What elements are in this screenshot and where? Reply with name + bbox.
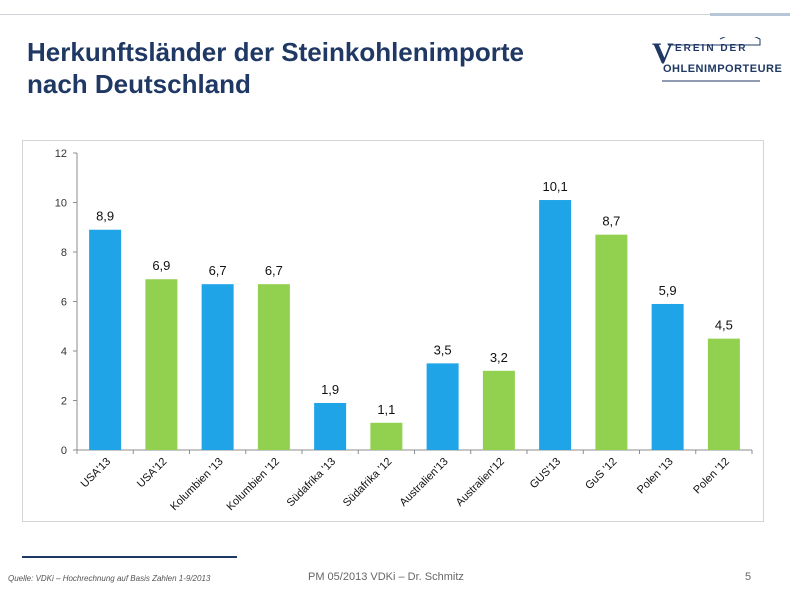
bar-5 [314, 402, 347, 450]
top-rule [0, 13, 790, 16]
bar-8 [482, 370, 515, 450]
title-line-2: nach Deutschland [27, 69, 251, 99]
data-label: 3,2 [490, 350, 508, 365]
bar-12 [707, 338, 740, 450]
footer-text: PM 05/2013 VDKi – Dr. Schmitz [308, 571, 464, 583]
category-label: GUS'13 [528, 456, 563, 491]
source-note: Quelle: VDKi – Hochrechnung auf Basis Za… [8, 574, 211, 583]
bar-11 [651, 303, 684, 450]
category-label: USA'13 [79, 456, 114, 491]
y-tick-label: 10 [55, 198, 67, 210]
data-label: 6,9 [152, 258, 170, 273]
category-label: Australien'13 [398, 456, 451, 509]
slide-title: Herkunftsländer der Steinkohlenimporte n… [27, 36, 627, 100]
category-label: USA'12 [135, 456, 170, 491]
category-label: Südafrika '13 [285, 456, 339, 510]
y-tick-label: 0 [61, 445, 67, 457]
y-tick-label: 4 [61, 346, 67, 358]
category-label: Polen '13 [635, 456, 676, 497]
logo-text-top: EREIN DER [675, 43, 748, 54]
bar-6 [370, 422, 403, 450]
title-line-1: Herkunftsländer der Steinkohlenimporte [27, 37, 524, 67]
data-label: 8,9 [96, 209, 114, 224]
source-rule [22, 556, 237, 558]
bar-1 [89, 229, 122, 450]
bar-10 [595, 234, 628, 450]
category-label: Kolumbien '13 [168, 456, 226, 514]
data-label: 5,9 [659, 283, 677, 298]
y-tick-label: 6 [61, 297, 67, 309]
bar-2 [145, 279, 178, 450]
logo-letter: V [652, 37, 674, 70]
y-tick-label: 8 [61, 247, 67, 259]
y-tick-label: 12 [55, 148, 67, 160]
data-label: 3,5 [434, 342, 452, 357]
category-label: GuS '12 [583, 456, 619, 492]
category-label: Polen '12 [691, 456, 732, 497]
data-label: 6,7 [209, 263, 227, 278]
category-label: Australien'12 [454, 456, 507, 509]
bar-4 [257, 284, 290, 450]
chart-frame [22, 140, 764, 522]
data-label: 8,7 [602, 214, 620, 229]
data-label: 1,9 [321, 382, 339, 397]
logo-text-bottom: OHLENIMPORTEURE [663, 63, 783, 75]
data-label: 6,7 [265, 263, 283, 278]
bar-3 [201, 284, 234, 450]
y-tick-label: 2 [61, 396, 67, 408]
page-number: 5 [745, 571, 752, 583]
data-label: 1,1 [377, 402, 395, 417]
vdki-logo: V EREIN DER OHLENIMPORTEURE [650, 37, 782, 82]
data-label: 10,1 [542, 179, 567, 194]
category-label: Südafrika '12 [341, 456, 395, 510]
bar-7 [426, 363, 459, 450]
category-label: Kolumbien '12 [224, 456, 282, 514]
data-label: 4,5 [715, 318, 733, 333]
logo-graphic-icon [662, 37, 761, 82]
bar-9 [539, 200, 572, 450]
